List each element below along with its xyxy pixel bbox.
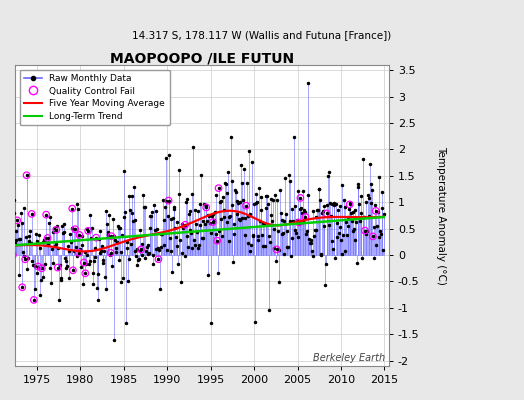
Point — [68, 205, 77, 212]
Point — [23, 172, 31, 178]
Point — [38, 265, 46, 272]
Point — [295, 219, 303, 226]
Point — [345, 201, 354, 208]
Point — [53, 264, 62, 271]
Point — [272, 246, 281, 253]
Point — [154, 256, 162, 262]
Point — [75, 232, 84, 238]
Title: MAOPOOPO /ILE FUTUN: MAOPOOPO /ILE FUTUN — [110, 51, 294, 65]
Point — [106, 250, 115, 256]
Point — [8, 252, 17, 258]
Point — [369, 233, 377, 240]
Point — [84, 228, 92, 234]
Point — [81, 270, 90, 276]
Point — [13, 217, 21, 224]
Point — [361, 227, 369, 234]
Point — [322, 210, 331, 217]
Point — [52, 227, 60, 233]
Point — [42, 212, 50, 218]
Point — [27, 211, 36, 217]
Point — [18, 284, 26, 290]
Point — [209, 219, 217, 225]
Point — [202, 204, 211, 211]
Point — [181, 222, 190, 228]
Point — [301, 214, 310, 220]
Point — [21, 256, 29, 262]
Point — [92, 234, 100, 241]
Point — [69, 267, 77, 274]
Point — [43, 235, 52, 241]
Point — [372, 208, 380, 214]
Point — [30, 297, 38, 303]
Point — [137, 246, 145, 253]
Text: Berkeley Earth: Berkeley Earth — [313, 353, 385, 363]
Point — [34, 263, 42, 270]
Point — [7, 230, 16, 237]
Y-axis label: Temperature Anomaly (°C): Temperature Anomaly (°C) — [436, 146, 446, 285]
Point — [107, 233, 115, 239]
Point — [213, 238, 221, 244]
Point — [71, 226, 79, 232]
Point — [165, 197, 173, 204]
Point — [214, 185, 223, 191]
Legend: Raw Monthly Data, Quality Control Fail, Five Year Moving Average, Long-Term Tren: Raw Monthly Data, Quality Control Fail, … — [19, 70, 170, 125]
Point — [74, 250, 83, 256]
Text: 14.317 S, 178.117 W (Wallis and Futuna [France]): 14.317 S, 178.117 W (Wallis and Futuna [… — [133, 30, 391, 40]
Point — [80, 259, 88, 266]
Point — [296, 195, 304, 201]
Point — [242, 202, 250, 209]
